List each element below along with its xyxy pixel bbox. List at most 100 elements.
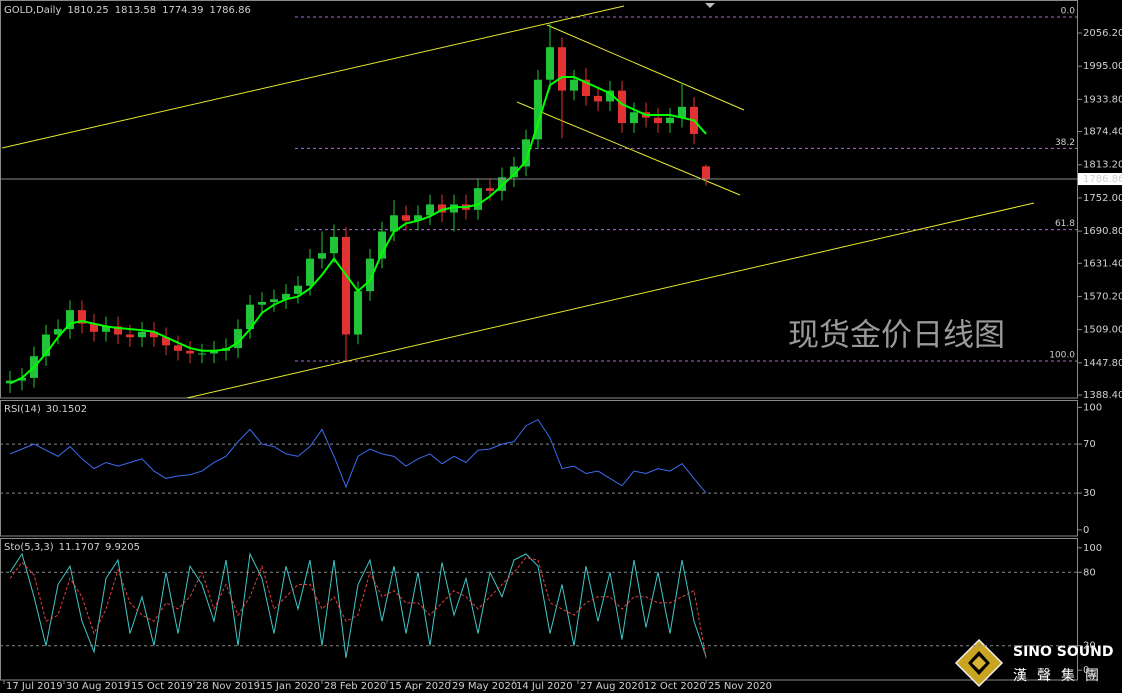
trendline [1,5,625,149]
x-tick-label: 14 Jul 2020 [516,681,573,692]
indicator-value: 30.1502 [46,404,87,415]
fib-label: 38.2 [1055,138,1075,148]
candle-body [294,285,302,294]
y-tick-label: 2056.20 [1083,28,1122,39]
x-tick-label: 15 Oct 2019 [131,681,193,692]
y-tick-label: 1447.80 [1083,358,1122,369]
candle-body [138,331,146,338]
plot-area [1,5,1078,398]
candle-body [402,215,410,221]
y-tick-label: 1570.20 [1083,291,1122,302]
x-tick-label: 15 Jan 2020 [260,681,320,692]
chart-title: GOLD,Daily [4,5,61,16]
logo: SINO SOUND 漢聲集團 [954,638,1113,688]
candle-body [126,334,134,338]
candle-body [546,47,554,80]
candle-body [366,258,374,292]
plot-area [0,552,1078,659]
moving-average [9,76,707,385]
indicator-line [9,552,707,659]
x-tick-label: 27 Aug 2020 [580,681,644,692]
fib-label: 100.0 [1049,351,1075,361]
ohlc-value: 1786.86 [209,5,250,16]
candle-body [582,79,590,97]
candle-body [342,236,350,335]
candle-body [18,377,26,381]
candle-body [234,329,242,349]
y-tick-label: 80 [1083,567,1096,578]
candle-body [306,258,314,286]
x-tick-label: 15 Apr 2020 [389,681,451,692]
x-tick-label: 30 Aug 2019 [66,681,130,692]
candle-body [78,310,86,324]
indicator-title: Sto(5,3,3) [4,542,54,553]
candle-body [414,215,422,221]
y-tick-label: 1874.40 [1083,127,1122,138]
y-tick-label: 0 [1083,665,1089,676]
candle-body [282,293,290,300]
indicator-value: 9.9205 [105,542,140,553]
y-tick-label: 100 [1083,543,1102,554]
candle-body [162,337,170,346]
candle-body [246,304,254,330]
candle-body [54,329,62,335]
candle-body [210,350,218,354]
y-tick-label: 20 [1083,641,1096,652]
fib-label: 0.0 [1061,7,1076,17]
candle-body [42,334,50,357]
y-tick-label: 100 [1083,402,1102,413]
logo-name: SINO SOUND [1013,644,1113,660]
candle-body [198,353,206,355]
y-tick-label: 1813.20 [1083,160,1122,171]
ohlc-value: 1774.39 [162,5,203,16]
trendline [186,202,1035,398]
y-tick-label: 70 [1083,439,1096,450]
candle-body [522,139,530,167]
candle-body [186,350,194,354]
panel-borders [0,0,1078,681]
chart-header: GOLD,Daily 1810.25 1813.58 1774.39 1786.86 [4,5,251,16]
candle-body [486,188,494,191]
x-tick-label: 28 Nov 2019 [196,681,260,692]
indicator-title: RSI(14) [4,404,41,415]
candle-body [390,215,398,232]
x-tick-label: 17 Jul 2019 [6,681,63,692]
candle-body [258,301,266,305]
plot-area [0,418,1078,494]
watermark: 现货金价日线图 [788,318,1005,354]
candle-body [450,204,458,213]
candle-body [6,380,14,384]
y-tick-label: 0 [1083,525,1089,536]
candle-body [354,291,362,335]
candle-body [150,331,158,338]
candle-body [558,47,566,91]
y-tick-label: 1690.80 [1083,226,1122,237]
candle-body [438,204,446,213]
candle-body [654,117,662,124]
x-tick-label: 28 Feb 2020 [324,681,386,692]
candle-body [498,177,506,191]
price-box [1078,173,1122,186]
candle-body [534,79,542,140]
ohlc-value: 1813.58 [115,5,156,16]
candle-body [330,236,338,254]
indicator-line [9,557,707,659]
y-tick-label: 1995.00 [1083,61,1122,72]
candle-body [318,253,326,259]
candle-body [510,166,518,178]
candle-body [666,117,674,124]
y-tick-label: 1631.40 [1083,258,1122,269]
logo-subtitle: 漢聲集團 [1013,667,1109,684]
candle-body [174,345,182,351]
candle-body [426,204,434,216]
x-tick-label: 12 Oct 2020 [644,681,706,692]
candle-body [594,96,602,102]
candle-body [90,323,98,332]
y-tick-label: 1933.80 [1083,94,1122,105]
candle-body [702,166,710,180]
candle-body [570,79,578,91]
candle-body [618,90,626,124]
x-tick-label: 25 Nov 2020 [708,681,772,692]
candle-body [606,90,614,102]
